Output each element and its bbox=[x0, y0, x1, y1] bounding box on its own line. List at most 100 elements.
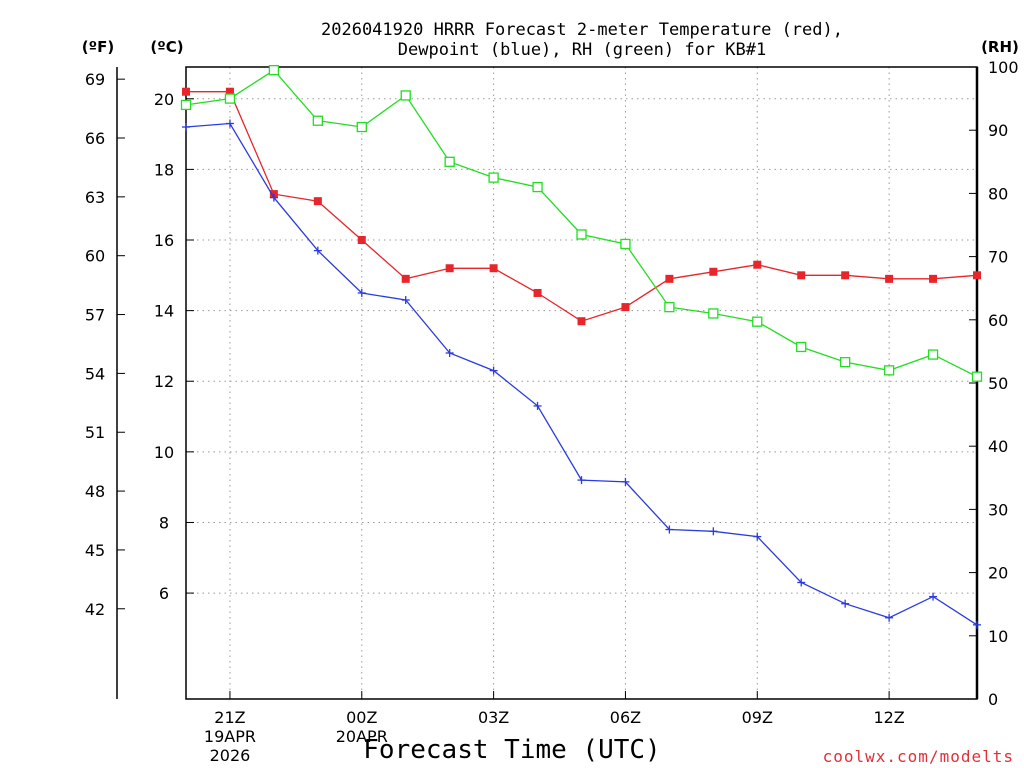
time-tick-year: 2026 bbox=[210, 746, 251, 765]
rh-point bbox=[752, 316, 763, 327]
rh-point bbox=[444, 156, 455, 167]
dewpoint-point bbox=[225, 119, 234, 128]
rh-tick-label: 30 bbox=[988, 500, 1008, 519]
dewpoint-point bbox=[797, 578, 806, 587]
rh-tick-label: 100 bbox=[988, 58, 1019, 77]
fahrenheit-tick-label: 63 bbox=[85, 188, 105, 207]
time-tick-date: 20APR bbox=[336, 727, 388, 746]
rh-unit-label: (RH) bbox=[981, 38, 1019, 56]
gridlines bbox=[186, 67, 977, 699]
dewpoint-point bbox=[973, 620, 981, 629]
rh-point bbox=[224, 93, 236, 104]
temperature-point bbox=[533, 288, 542, 297]
celsius-tick-label: 12 bbox=[154, 372, 174, 391]
fahrenheit-unit-label: (ºF) bbox=[82, 38, 114, 56]
rh-point bbox=[576, 229, 587, 240]
time-tick-date: 19APR bbox=[204, 727, 256, 746]
fahrenheit-tick-label: 60 bbox=[85, 247, 105, 266]
plot-frame bbox=[185, 66, 978, 700]
rh-point bbox=[620, 238, 631, 250]
temperature-point bbox=[973, 271, 981, 280]
rh-tick-label: 20 bbox=[988, 564, 1008, 583]
celsius-tick-label: 8 bbox=[159, 513, 169, 532]
celsius-tick-label: 10 bbox=[154, 443, 174, 462]
fahrenheit-tick-label: 54 bbox=[85, 364, 105, 383]
rh-tick-label: 90 bbox=[988, 121, 1008, 140]
time-tick-label: 12Z bbox=[873, 708, 904, 727]
rh-point bbox=[664, 302, 675, 313]
temperature-point bbox=[929, 274, 938, 283]
data-series bbox=[180, 65, 983, 629]
temperature-point bbox=[665, 274, 674, 283]
dewpoint-point bbox=[753, 532, 762, 541]
rh-series-line bbox=[185, 69, 978, 378]
temperature-point bbox=[313, 197, 322, 206]
rh-tick-label: 70 bbox=[988, 248, 1008, 267]
celsius-tick-label: 6 bbox=[159, 584, 169, 603]
dewpoint-point bbox=[533, 401, 542, 410]
fahrenheit-tick-label: 69 bbox=[85, 70, 105, 89]
time-tick-label: 21Z bbox=[214, 708, 245, 727]
celsius-tick-label: 16 bbox=[154, 231, 174, 250]
time-tick-label: 06Z bbox=[610, 708, 641, 727]
dewpoint-point bbox=[709, 527, 718, 536]
tick-labels: 6 8 10 12 14 16 18 20 42 45 48 51 54 57 60 63 66 69 0 10 20 3… bbox=[85, 58, 1019, 765]
rh-point bbox=[532, 181, 543, 193]
rh-point bbox=[268, 65, 280, 76]
dewpoint-point bbox=[357, 288, 366, 297]
rh-point bbox=[180, 99, 192, 111]
rh-point bbox=[883, 365, 895, 376]
dewpoint-point bbox=[577, 476, 586, 485]
rh-point bbox=[971, 371, 983, 382]
dewpoint-point bbox=[841, 599, 850, 608]
watermark: coolwx.com/modelts bbox=[823, 747, 1014, 766]
chart-title-line1: 2026041920 HRRR Forecast 2-meter Tempera… bbox=[321, 20, 843, 40]
temperature-point bbox=[225, 87, 234, 96]
dewpoint-point bbox=[313, 246, 322, 255]
temperature-series-line bbox=[186, 91, 978, 322]
temperature-point bbox=[709, 267, 718, 276]
dewpoint-point bbox=[885, 613, 894, 622]
fahrenheit-tick-label: 42 bbox=[85, 600, 105, 619]
temperature-point bbox=[357, 236, 366, 245]
celsius-unit-label: (ºC) bbox=[150, 38, 183, 56]
rh-point bbox=[400, 90, 411, 101]
dewpoint-point bbox=[182, 123, 190, 132]
fahrenheit-tick-label: 57 bbox=[85, 306, 105, 325]
temperature-point bbox=[489, 264, 498, 273]
rh-point bbox=[488, 172, 499, 183]
celsius-tick-label: 18 bbox=[154, 160, 174, 179]
x-axis-label: Forecast Time (UTC) bbox=[363, 735, 660, 765]
rh-tick-label: 10 bbox=[988, 627, 1008, 646]
dewpoint-point bbox=[445, 348, 454, 357]
rh-tick-label: 80 bbox=[988, 184, 1008, 203]
rh-point bbox=[356, 121, 367, 133]
dewpoint-point bbox=[269, 193, 278, 202]
temperature-point bbox=[753, 260, 762, 269]
fahrenheit-tick-label: 51 bbox=[85, 423, 105, 442]
rh-tick-label: 40 bbox=[988, 437, 1008, 456]
time-tick-label: 03Z bbox=[478, 708, 509, 727]
rh-point bbox=[840, 356, 851, 368]
rh-point bbox=[796, 341, 807, 353]
celsius-tick-label: 20 bbox=[154, 90, 174, 109]
fahrenheit-tick-label: 45 bbox=[85, 541, 105, 560]
fahrenheit-tick-label: 48 bbox=[85, 482, 105, 501]
dewpoint-point bbox=[489, 366, 498, 375]
rh-point bbox=[927, 349, 939, 360]
temperature-point bbox=[401, 274, 410, 283]
time-tick-label: 09Z bbox=[742, 708, 773, 727]
rh-tick-label: 0 bbox=[988, 690, 998, 709]
rh-tick-label: 60 bbox=[988, 311, 1008, 330]
temperature-point bbox=[445, 264, 454, 273]
dewpoint-point bbox=[665, 525, 674, 534]
dewpoint-point bbox=[621, 477, 630, 486]
rh-point bbox=[312, 115, 323, 126]
chart-title-line2: Dewpoint (blue), RH (green) for KB#1 bbox=[398, 40, 766, 60]
fahrenheit-tick-label: 66 bbox=[85, 129, 105, 148]
temperature-point bbox=[885, 274, 894, 283]
rh-tick-label: 50 bbox=[988, 374, 1008, 393]
dewpoint-point bbox=[929, 592, 938, 601]
dewpoint-point bbox=[401, 296, 410, 305]
